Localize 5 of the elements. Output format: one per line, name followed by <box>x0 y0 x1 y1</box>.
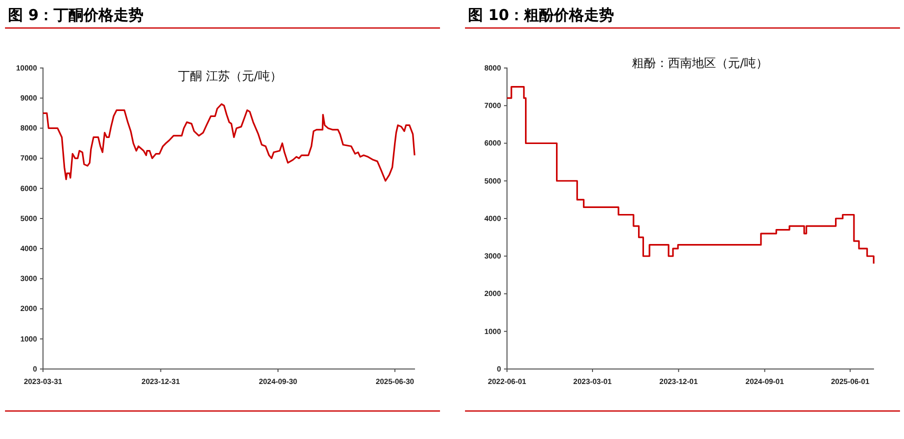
line-series <box>42 103 416 182</box>
chart-title: 图 10：粗酚价格走势 <box>468 6 614 24</box>
chart-title: 图 9：丁酮价格走势 <box>8 6 144 24</box>
annotation: 粗酚：西南地区（元/吨） <box>632 56 768 70</box>
annotation: 丁酮 江苏（元/吨） <box>178 69 282 83</box>
